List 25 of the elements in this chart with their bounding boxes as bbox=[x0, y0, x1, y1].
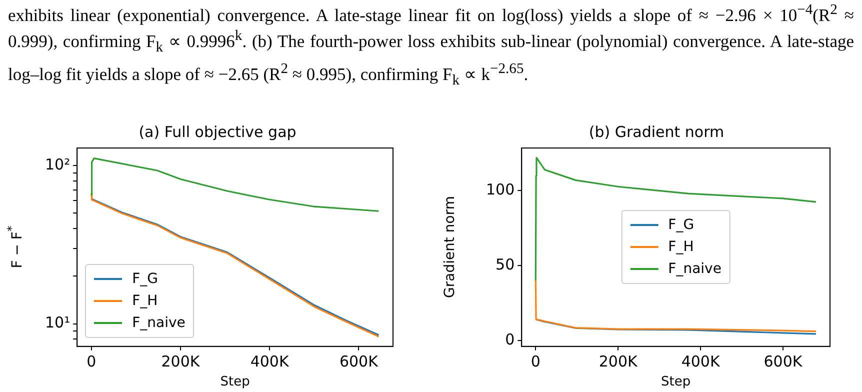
x-tick-label: 600K bbox=[339, 352, 380, 370]
text: exhibits linear (exponential) convergence. A late-stage linear fit on log(loss) yields a slope of ≈ −2.96 × 10$^{−4}$(R$^{2}$ ≈ 0.999), confirming F$_{k}$ ∝ 0.9996$^{k}$. (b) The fourth-power loss exhibits sub-linear (polynomial) convergence. A late-stage log–log fit yields a slope of ≈ −2.65 (R$^{2}$ ≈ 0.995), confirming F$_{k}$ ∝ k$^{−2.65}$. bbox=[8, 2, 854, 88]
legend-label: F_H bbox=[132, 292, 158, 312]
y-tick-label: 0 bbox=[505, 330, 515, 348]
x-tick-label: 200K bbox=[598, 352, 638, 370]
x-axis-title: Step bbox=[220, 374, 250, 390]
x-tick-label: 200K bbox=[161, 352, 201, 370]
y-axis-title: Gradient norm bbox=[442, 196, 458, 298]
chart-title: (a) Full objective gap bbox=[138, 122, 296, 141]
x-tick-label: 400K bbox=[681, 352, 721, 370]
legend-label: F_H bbox=[668, 238, 694, 258]
y-tick-label: 10² bbox=[44, 155, 70, 174]
chart-title: (b) Gradient norm bbox=[588, 122, 724, 141]
legend-label: F_naive bbox=[668, 260, 722, 280]
x-tick-label: 400K bbox=[250, 352, 290, 370]
x-tick-label: 0 bbox=[530, 352, 540, 370]
y-tick-label: 10¹ bbox=[44, 314, 70, 332]
x-tick-label: 600K bbox=[764, 352, 804, 370]
y-tick-label: 50 bbox=[496, 255, 515, 274]
legend-label: F_G bbox=[668, 216, 694, 236]
legend-label: F_naive bbox=[132, 314, 186, 334]
y-tick-label: 100 bbox=[486, 180, 515, 199]
legend-label: F_G bbox=[132, 270, 158, 290]
x-tick-label: 0 bbox=[86, 352, 96, 370]
x-axis-title: Step bbox=[661, 374, 691, 390]
